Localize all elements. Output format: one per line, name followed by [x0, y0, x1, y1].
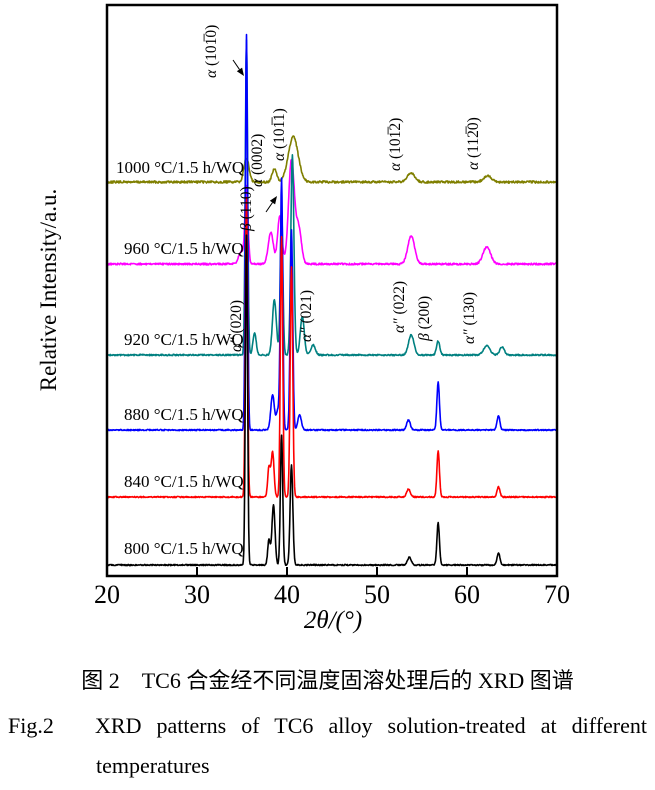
trace-label: 920 °C/1.5 h/WQ: [124, 330, 244, 349]
peak-plane: (110): [238, 186, 255, 224]
caption-english-line1: Fig.2 XRD patterns of TC6 alloy solution…: [8, 713, 647, 738]
xrd-trace-800C: [107, 234, 558, 567]
peak-phase: α″: [461, 329, 478, 344]
peak-phase: α: [271, 152, 288, 161]
x-tick-label: 60: [454, 580, 480, 609]
peak-plane: (130): [461, 291, 478, 330]
xrd-trace-960C: [106, 158, 557, 266]
peak-plane: (020): [228, 299, 245, 338]
trace-label: 800 °C/1.5 h/WQ: [124, 539, 244, 558]
xrd-trace-1000C: [106, 135, 558, 184]
xrd-trace-920C: [107, 39, 557, 357]
peak-phase: β: [416, 333, 433, 341]
x-tick-label: 20: [94, 580, 120, 609]
peak-plane: (101̅0): [203, 24, 220, 70]
xrd-traces: [106, 33, 558, 567]
peak-label: α″ (022): [391, 281, 409, 333]
x-tick-label: 30: [184, 580, 210, 609]
peak-label: β (200): [416, 296, 434, 341]
annotation-arrow-line: [265, 202, 273, 213]
peak-phase: α: [465, 161, 482, 170]
xrd-plot: [105, 3, 559, 578]
peak-label: α (112̅0): [465, 117, 483, 170]
peak-label: α (101̅0): [203, 25, 221, 78]
peak-plane: (101̅1): [271, 108, 288, 153]
x-tick-label: 70: [544, 580, 570, 609]
peak-phase: α″: [391, 318, 408, 333]
xrd-trace-840C: [106, 196, 557, 499]
peak-plane: (112̅0): [465, 117, 482, 162]
annotation-arrow-line: [232, 59, 240, 70]
x-tick-label: 50: [364, 580, 390, 609]
plot-frame: [105, 3, 559, 578]
peak-phase: α″: [228, 337, 245, 352]
peak-phase: α: [387, 162, 404, 171]
peak-arrows: [232, 59, 277, 213]
peak-label: α (0002): [249, 134, 267, 187]
caption-chinese: 图 2 TC6 合金经不同温度固溶处理后的 XRD 图谱: [81, 668, 574, 693]
peak-label: α (101̅2): [387, 118, 405, 171]
annotation-arrow-head: [269, 196, 277, 205]
peak-label: β (110): [238, 186, 256, 231]
trace-label: 960 °C/1.5 h/WQ: [124, 239, 244, 258]
trace-label: 1000 °C/1.5 h/WQ: [116, 158, 245, 177]
annotation-arrow-head: [236, 67, 244, 76]
y-axis-title: Relative Intensity/a.u.: [36, 188, 61, 392]
xrd-trace-880C: [107, 33, 558, 432]
caption-english-line2: temperatures: [96, 753, 210, 778]
peak-label: α″ (021): [298, 290, 316, 342]
peak-plane: (022): [391, 280, 408, 319]
peak-label: α″ (020): [228, 300, 246, 352]
x-axis-ticks: [196, 567, 468, 576]
x-tick-label: 40: [274, 580, 300, 609]
trace-label: 880 °C/1.5 h/WQ: [124, 405, 244, 424]
peak-phase: β: [238, 223, 255, 231]
trace-label: 840 °C/1.5 h/WQ: [124, 472, 244, 491]
peak-phase: α″: [298, 327, 315, 342]
peak-plane: (021): [298, 289, 315, 328]
peak-plane: (101̅2): [387, 117, 404, 163]
peak-label: α″ (130): [461, 292, 479, 344]
peak-plane: (0002): [249, 133, 266, 179]
x-axis-title: 2θ/(°): [303, 607, 363, 634]
peak-plane: (200): [416, 295, 433, 334]
peak-label: α (101̅1): [271, 108, 289, 161]
peak-phase: α: [203, 69, 220, 78]
